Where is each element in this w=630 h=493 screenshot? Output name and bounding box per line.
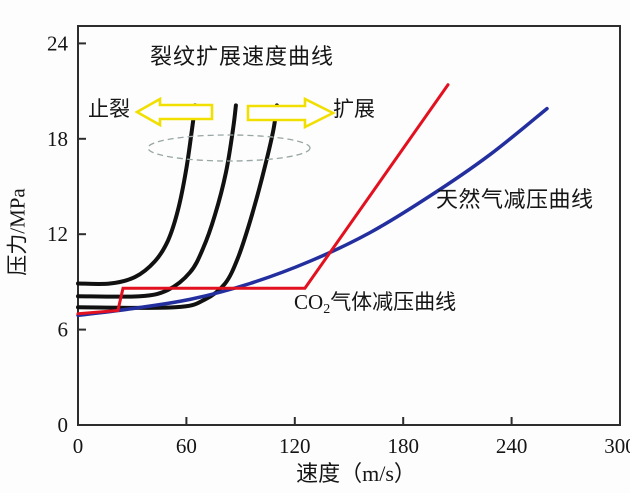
crack-curve-3-curve <box>76 103 279 310</box>
co2-curve-label: CO2气体减压曲线 <box>294 290 457 317</box>
crack-propagate-label: 扩展 <box>333 97 375 121</box>
x-tick-label: 240 <box>496 434 528 458</box>
x-tick-label: 120 <box>279 434 311 458</box>
y-tick-label: 24 <box>47 31 69 55</box>
natural-gas-curve-label: 天然气减压曲线 <box>436 187 594 212</box>
x-tick-label: 180 <box>387 434 419 458</box>
y-tick-label: 6 <box>58 318 69 342</box>
grouping-ellipse <box>147 134 311 162</box>
x-tick-label: 0 <box>73 434 84 458</box>
plot-border <box>77 25 621 426</box>
x-axis-title: 速度（m/s） <box>296 461 416 486</box>
x-tick-label: 60 <box>176 434 197 458</box>
y-tick-label: 18 <box>47 127 68 151</box>
crack-curve-1-curve <box>76 103 198 286</box>
crack-arrest-label: 止裂 <box>88 97 130 121</box>
co2-decompression-curve <box>76 83 450 316</box>
crack-curve-2-curve <box>76 103 238 299</box>
co2-label-prefix: CO <box>294 290 324 314</box>
y-axis-title: 压力/MPa <box>5 188 30 276</box>
natural-gas-decompression-curve <box>76 106 549 318</box>
co2-label-suffix: 气体减压曲线 <box>330 290 457 314</box>
co2-label-subscript: 2 <box>323 302 331 317</box>
arrest-arrow-left <box>134 96 214 128</box>
propagate-arrow-right <box>246 96 336 130</box>
y-tick-label: 12 <box>47 222 68 246</box>
x-tick-label: 300 <box>604 434 630 458</box>
y-tick-label: 0 <box>58 413 69 437</box>
crack-propagation-curves-label: 裂纹扩展速度曲线 <box>150 44 335 69</box>
